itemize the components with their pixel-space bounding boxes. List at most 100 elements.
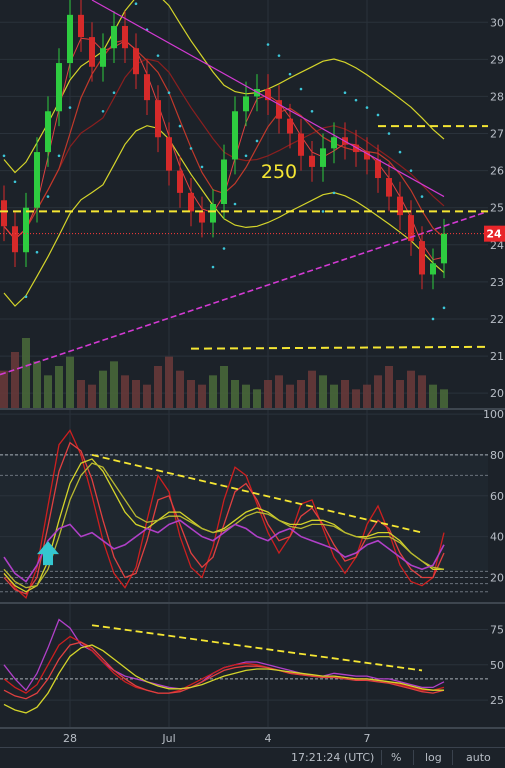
volume-bar <box>33 361 41 408</box>
candle-body <box>155 100 161 138</box>
volume-bar <box>330 384 338 408</box>
volume-bar <box>418 375 426 408</box>
volume-bar <box>429 384 437 408</box>
price-axis-label: 21 <box>490 350 504 363</box>
sar-dot <box>57 154 61 158</box>
volume-bar <box>286 384 294 408</box>
time-axis: 28 Jul 4 7 <box>63 732 371 745</box>
candle-body <box>386 178 392 197</box>
clock-readout: 17:21:24 (UTC) <box>291 751 375 764</box>
sar-dot <box>189 147 193 150</box>
sar-dot <box>266 43 270 46</box>
candle-body <box>177 170 183 193</box>
candle-body <box>375 159 381 179</box>
oscillator-line <box>3 441 445 595</box>
volume-bar <box>154 366 162 408</box>
candle-body <box>199 211 205 223</box>
volume-bar <box>110 361 118 408</box>
sar-dot <box>409 169 413 172</box>
log-scale-toggle[interactable]: log <box>425 751 442 764</box>
volume-bar <box>143 384 151 408</box>
descending-trendline <box>91 0 445 198</box>
volume-bar <box>165 356 173 408</box>
sar-dot <box>35 250 39 254</box>
volume-bar <box>132 380 140 408</box>
candle-body <box>78 14 84 38</box>
volume-bar <box>374 375 382 408</box>
volume-bar <box>121 375 129 408</box>
candle-body <box>364 152 370 160</box>
candle-body <box>287 118 293 134</box>
candle-body <box>309 155 315 167</box>
sar-dot <box>200 165 204 169</box>
toolbar-divider <box>413 750 414 765</box>
pane-background <box>0 0 505 408</box>
oscillator-line <box>3 519 445 583</box>
candle-body <box>188 192 194 212</box>
rsi-axis-label: 50 <box>490 659 504 672</box>
price-axis-label: 30 <box>490 16 504 29</box>
candle-body <box>144 74 150 101</box>
candle-body <box>23 207 29 253</box>
candle-body <box>56 63 62 112</box>
rsi-pane[interactable]: 75 50 25 <box>0 604 505 729</box>
sar-dot <box>277 54 281 57</box>
oscillator-line <box>3 458 444 593</box>
sar-dot <box>233 202 237 206</box>
candle-body <box>441 233 447 264</box>
auto-scale-toggle[interactable]: auto <box>466 751 491 764</box>
price-axis-label: 29 <box>490 53 504 66</box>
volume-bar <box>308 370 316 408</box>
candle-body <box>232 111 238 160</box>
price-axis-label: 23 <box>490 276 504 289</box>
oscillator-axis-label: 80 <box>490 449 504 462</box>
sar-dot <box>310 109 314 113</box>
candle-body <box>67 14 73 64</box>
chart-annotation: 250 <box>261 161 297 183</box>
rsi-line <box>3 644 444 714</box>
oscillator-axis-label: 20 <box>490 571 504 584</box>
candle-body <box>122 25 128 49</box>
sar-dot <box>288 72 292 76</box>
candle-body <box>34 152 40 208</box>
pane-background <box>0 604 505 727</box>
sar-dot <box>376 113 380 117</box>
sar-dot <box>211 265 215 269</box>
sar-dot <box>321 210 325 213</box>
volume-bar <box>220 366 228 408</box>
sar-dot <box>365 106 369 109</box>
chart-toolbar: 17:21:24 (UTC) % log auto <box>0 747 505 768</box>
price-axis-label: 25 <box>490 202 504 215</box>
percent-scale-toggle[interactable]: % <box>391 751 402 764</box>
volume-bar <box>396 380 404 408</box>
candle-body <box>397 196 403 216</box>
volume-bar <box>385 366 393 408</box>
volume-bar <box>77 380 85 408</box>
volume-bar <box>209 375 217 408</box>
candle-body <box>298 133 304 156</box>
candle-body <box>243 96 249 112</box>
price-axis-label: 24 <box>490 239 504 252</box>
sar-dot <box>354 98 358 102</box>
current-price-label: 24 <box>486 228 502 241</box>
sar-dot <box>299 87 303 91</box>
candle-body <box>353 144 359 153</box>
candle-body <box>89 37 95 67</box>
oscillator-pane[interactable]: 100 80 60 40 20 <box>0 408 505 604</box>
rsi-axis-label: 25 <box>490 694 504 707</box>
price-axis-label: 28 <box>490 90 504 103</box>
volume-bar <box>187 380 195 408</box>
volume-bar <box>407 370 415 408</box>
time-axis-label: 7 <box>364 732 371 745</box>
price-pane[interactable]: 30 29 28 27 26 25 24 23 22 21 20 24 250 <box>0 0 505 410</box>
volume-bar <box>55 366 63 408</box>
rsi-trendline <box>91 624 423 672</box>
sar-dot <box>46 195 50 198</box>
buy-signal-arrow-icon <box>37 541 59 566</box>
volume-bar <box>0 370 8 408</box>
toolbar-divider <box>381 750 382 765</box>
sar-dot <box>112 91 116 95</box>
sar-dot <box>442 306 446 310</box>
sar-dot <box>167 91 171 95</box>
